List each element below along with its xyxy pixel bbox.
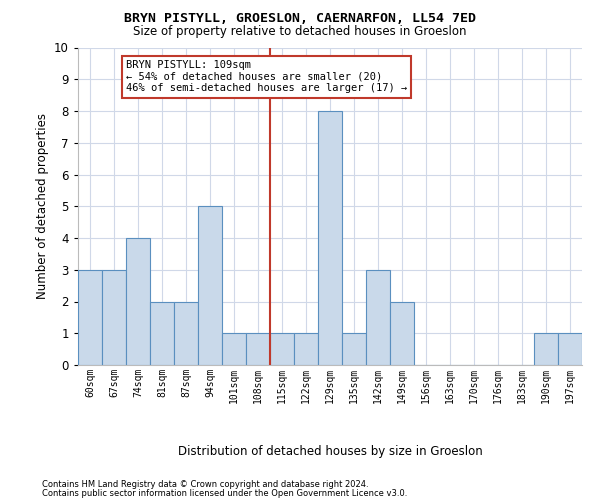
Bar	[126, 238, 150, 365]
Bar	[174, 302, 198, 365]
Text: Contains HM Land Registry data © Crown copyright and database right 2024.: Contains HM Land Registry data © Crown c…	[42, 480, 368, 489]
Bar	[102, 270, 126, 365]
Text: BRYN PISTYLL, GROESLON, CAERNARFON, LL54 7ED: BRYN PISTYLL, GROESLON, CAERNARFON, LL54…	[124, 12, 476, 26]
Bar	[318, 111, 342, 365]
Text: BRYN PISTYLL: 109sqm
← 54% of detached houses are smaller (20)
46% of semi-detac: BRYN PISTYLL: 109sqm ← 54% of detached h…	[126, 60, 407, 94]
Bar	[534, 333, 558, 365]
Text: Size of property relative to detached houses in Groeslon: Size of property relative to detached ho…	[133, 25, 467, 38]
Bar	[294, 333, 318, 365]
Bar	[270, 333, 294, 365]
Bar	[366, 270, 390, 365]
Bar	[390, 302, 414, 365]
Bar	[150, 302, 174, 365]
Bar	[342, 333, 366, 365]
Bar	[222, 333, 246, 365]
Text: Contains public sector information licensed under the Open Government Licence v3: Contains public sector information licen…	[42, 488, 407, 498]
Bar	[246, 333, 270, 365]
Y-axis label: Number of detached properties: Number of detached properties	[35, 114, 49, 299]
Bar	[558, 333, 582, 365]
Bar	[198, 206, 222, 365]
X-axis label: Distribution of detached houses by size in Groeslon: Distribution of detached houses by size …	[178, 444, 482, 458]
Bar	[78, 270, 102, 365]
